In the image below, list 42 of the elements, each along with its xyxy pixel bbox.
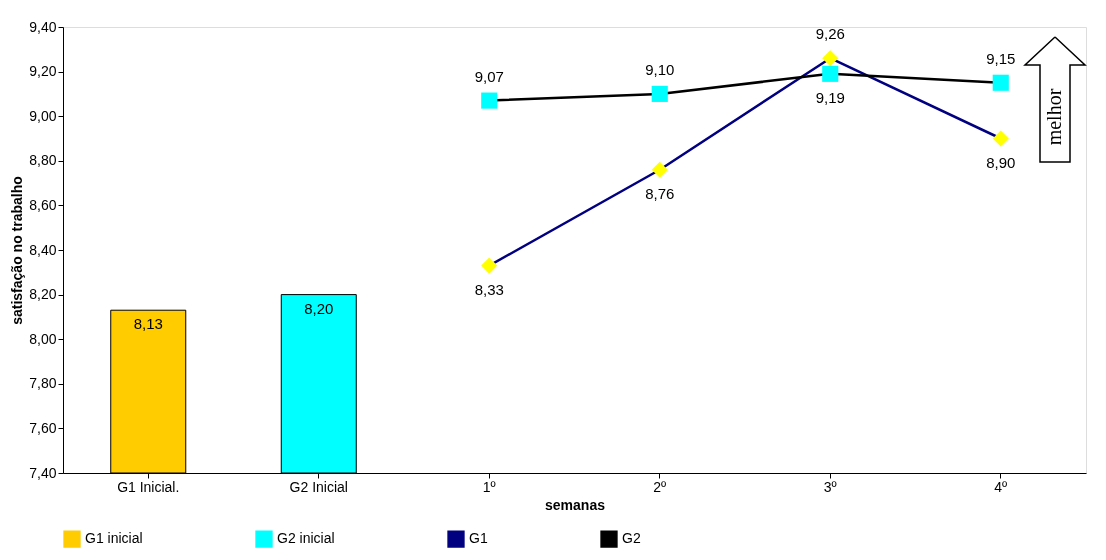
x-tick-label: 4º [994, 478, 1008, 495]
y-tick-label: 7,40 [29, 464, 57, 481]
legend-label: G1 inicial [85, 530, 143, 547]
x-tick-label: 2º [653, 478, 667, 495]
legend-label: G2 inicial [277, 530, 335, 547]
data-label: 8,33 [474, 280, 504, 298]
data-label: 9,07 [474, 67, 504, 85]
x-tick-label: G2 Inicial [289, 478, 348, 495]
y-tick-label: 9,00 [29, 107, 57, 124]
data-label: 9,10 [645, 60, 675, 78]
point [992, 74, 1009, 91]
y-tick-label: 7,60 [29, 419, 57, 436]
data-label: 8,90 [986, 153, 1016, 171]
data-label: 9,15 [986, 49, 1016, 67]
y-tick-label: 8,80 [29, 152, 57, 169]
y-tick-label: 9,20 [29, 63, 57, 80]
data-label: 8,76 [645, 184, 675, 202]
x-tick-label: 1º [482, 478, 496, 495]
data-label: 8,20 [304, 299, 334, 317]
data-label: 9,19 [815, 88, 845, 106]
point [651, 161, 668, 178]
point [822, 65, 839, 82]
y-axis-title: satisfação no trabalho [9, 176, 26, 325]
y-tick-label: 7,80 [29, 375, 57, 392]
y-tick-label: 8,20 [29, 286, 57, 303]
point [481, 257, 498, 274]
x-tick-label: 3º [823, 478, 837, 495]
point [481, 92, 498, 109]
data-label: 8,13 [133, 315, 163, 333]
data-label: 9,26 [815, 25, 845, 43]
point [822, 50, 839, 67]
y-tick-label: 8,40 [29, 241, 57, 258]
y-tick-label: 8,00 [29, 330, 57, 347]
y-tick-label: 9,40 [29, 18, 57, 35]
x-tick-label: G1 Inicial. [117, 478, 180, 495]
x-axis-title: semanas [545, 496, 606, 513]
y-tick-label: 8,60 [29, 196, 57, 213]
point [992, 130, 1009, 147]
legend-label: G2 [622, 530, 641, 547]
annotation: melhor [1043, 88, 1065, 146]
point [651, 85, 668, 102]
legend-label: G1 [469, 530, 488, 547]
